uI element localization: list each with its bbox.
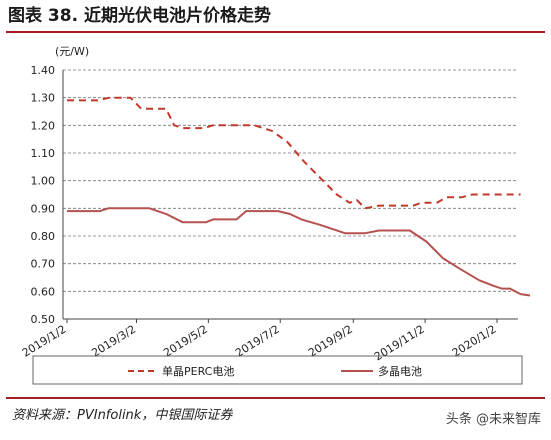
y-tick-label: 0.60	[31, 285, 56, 298]
x-tick-label: 2019/11/2	[372, 323, 427, 364]
x-tick-label: 2019/7/2	[233, 323, 282, 360]
x-tick-labels: 2019/1/2 2019/3/2 2019/5/2 2019/7/2 2019/9/2…	[20, 319, 499, 363]
y-tick-label: 1.00	[31, 175, 56, 188]
line-chart: (元/W) 1.40 1.30 1.20 1.10 1.00 0.90 0.80 0.70 0.…	[20, 45, 531, 385]
title-rule	[6, 31, 545, 33]
axes	[62, 70, 518, 320]
x-tick-label: 2019/3/2	[89, 323, 138, 360]
y-tick-label: 1.10	[31, 147, 56, 160]
source-note: 资料来源：PVInfolink，中银国际证券	[12, 408, 233, 423]
series-line-mono-perc	[67, 96, 521, 210]
y-tick-label: 0.50	[31, 313, 56, 326]
x-tick-label: 2019/9/2	[306, 323, 355, 360]
grid-lines	[63, 69, 518, 292]
y-tick-label: 0.80	[31, 230, 56, 243]
y-tick-label: 1.40	[31, 64, 56, 77]
figure-title: 图表 38. 近期光伏电池片价格走势	[8, 6, 271, 26]
series-line-multi	[67, 207, 531, 297]
series-lines	[67, 96, 531, 297]
y-tick-label: 0.90	[31, 202, 56, 215]
x-tick-label: 2019/5/2	[161, 323, 210, 360]
legend-box	[32, 355, 523, 385]
watermark: 头条 @未来智库	[445, 412, 541, 427]
legend-label-multi: 多晶电池	[378, 364, 422, 378]
y-tick-label: 1.20	[31, 119, 56, 132]
y-tick-label: 0.70	[31, 258, 56, 271]
y-tick-label: 1.30	[31, 92, 56, 105]
y-axis-unit-label: (元/W)	[55, 45, 89, 58]
legend-label-mono: 单晶PERC电池	[162, 365, 234, 378]
source-rule	[6, 397, 545, 399]
y-tick-labels: 1.40 1.30 1.20 1.10 1.00 0.90 0.80 0.70 0.60 0.50	[31, 64, 56, 326]
x-tick-label: 2019/1/2	[20, 323, 69, 360]
x-tick-label: 2020/1/2	[450, 323, 499, 360]
